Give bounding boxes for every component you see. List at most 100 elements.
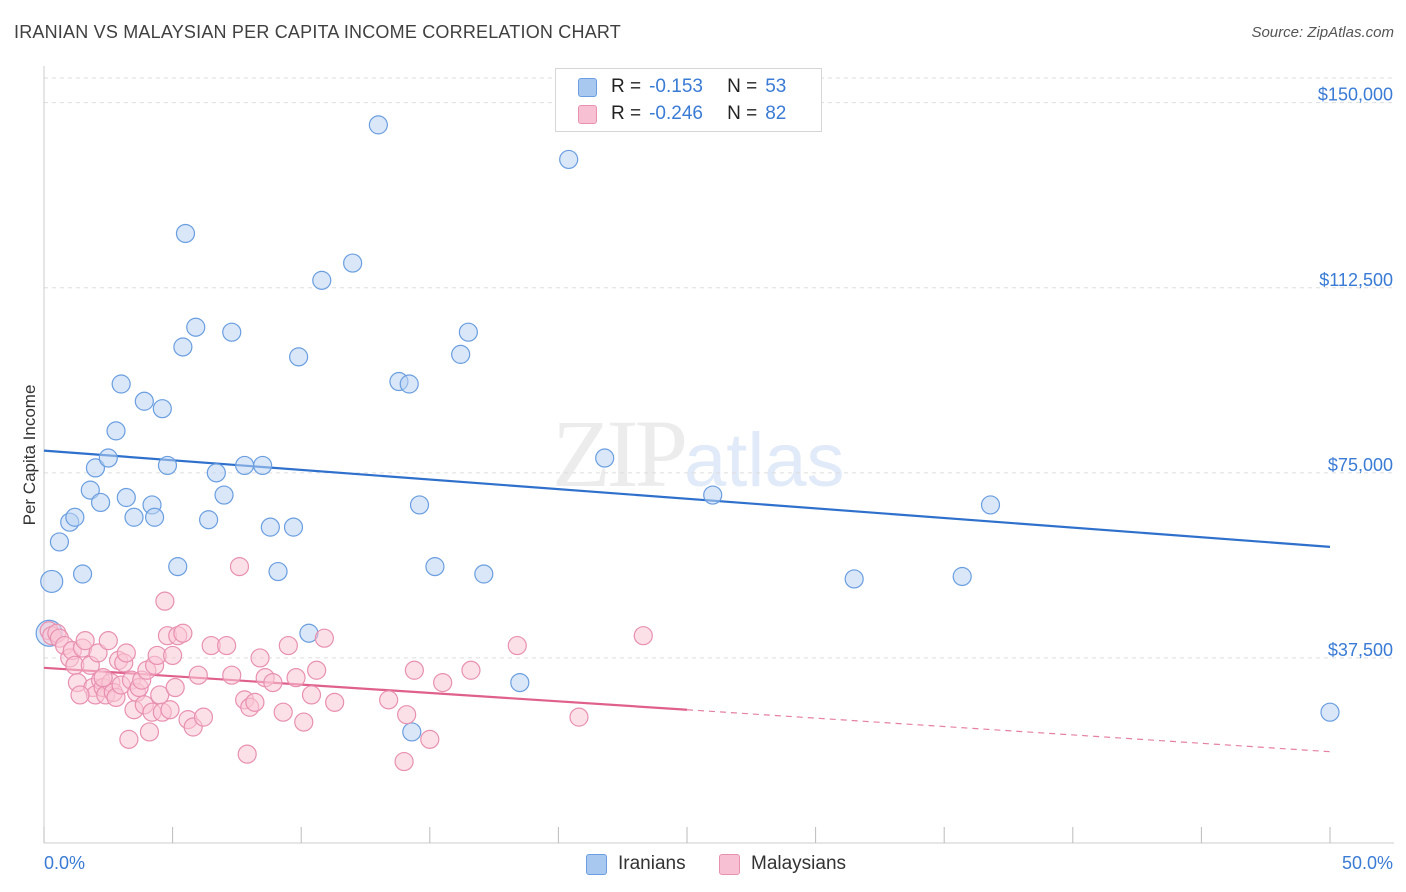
iranians-legend-label: Iranians — [618, 853, 686, 874]
iranians-point — [111, 374, 131, 394]
malaysians-point — [286, 668, 306, 688]
malaysians-point — [301, 685, 322, 705]
iranians-point — [451, 344, 471, 364]
iranians-point — [49, 532, 70, 552]
iranians-point — [268, 561, 288, 582]
x-tick-label-max: 50.0% — [1342, 853, 1393, 873]
y-tick-label: $37,500 — [1328, 640, 1393, 660]
legend-item-iranians: Iranians — [586, 852, 686, 876]
iranians-point — [253, 455, 273, 476]
malaysians-swatch — [578, 104, 597, 124]
iranians-point — [260, 517, 280, 537]
iranians-point — [214, 485, 234, 505]
iranians-point — [235, 455, 255, 476]
malaysians-point — [263, 672, 283, 693]
malaysians-point — [397, 705, 417, 725]
iranians-point — [559, 149, 579, 170]
trend-lines — [43, 449, 1331, 753]
iranians-point — [510, 672, 530, 693]
iranians-point — [186, 317, 206, 337]
malaysians-point — [222, 665, 242, 685]
malaysians-legend-label: Malaysians — [751, 853, 847, 874]
malaysians-point — [217, 635, 237, 656]
iranians-legend-swatch — [586, 853, 607, 875]
iranians-point — [98, 448, 118, 468]
chart-title: IRANIAN VS MALAYSIAN PER CAPITA INCOME C… — [14, 22, 621, 42]
r-label: R = — [611, 76, 642, 97]
iranians-point — [85, 458, 106, 478]
malaysians-point — [165, 677, 185, 698]
malaysians-point — [193, 707, 214, 727]
n-label: N = — [727, 76, 758, 97]
malaysians-point — [139, 722, 160, 742]
malaysians-point — [307, 660, 327, 680]
iranians-point — [409, 495, 430, 515]
r-value: -0.153 — [649, 76, 703, 97]
malaysians-point — [633, 626, 653, 646]
correlation-legend: R = -0.153 N = 53 R = -0.246 N = 82 — [555, 68, 822, 132]
iranians-point — [134, 391, 154, 411]
malaysians-point — [75, 631, 95, 651]
iranians-point — [343, 253, 363, 273]
iranians-point — [124, 507, 144, 527]
iranians-point — [157, 455, 178, 476]
y-tick-label: $75,000 — [1328, 455, 1393, 475]
malaysians-point — [245, 692, 265, 712]
malaysians-point — [404, 660, 424, 680]
iranians-point — [116, 487, 136, 508]
malaysians-legend-swatch — [719, 853, 740, 875]
source-credit: Source: ZipAtlas.com — [1251, 24, 1394, 41]
malaysians-point — [394, 751, 414, 772]
x-tick-label-min: 0.0% — [44, 853, 85, 873]
n-value: 53 — [765, 76, 787, 97]
r-value: -0.246 — [649, 103, 703, 124]
iranians-point — [65, 507, 85, 527]
iranians-point — [152, 399, 172, 419]
axes — [43, 66, 1394, 844]
malaysians-point — [155, 591, 175, 611]
malaysians-point — [160, 700, 180, 720]
iranians-point — [458, 322, 478, 342]
malaysians-point — [237, 744, 257, 764]
iranians-point — [474, 564, 494, 584]
malaysians-point — [119, 729, 139, 749]
malaysians-point — [173, 623, 193, 643]
malaysians-point — [420, 729, 440, 749]
malaysians-point — [461, 660, 481, 680]
legend-item-malaysians: Malaysians — [719, 852, 846, 876]
iranians-point — [425, 557, 445, 577]
r-label: R = — [611, 103, 642, 124]
malaysians-point — [325, 692, 345, 712]
malaysians-point — [250, 648, 270, 668]
malaysians-point — [188, 665, 208, 685]
legend-row-malaysians: R = -0.246 N = 82 — [578, 102, 786, 126]
malaysians-point — [98, 631, 118, 651]
malaysians-point — [569, 707, 589, 727]
malaysians-point — [93, 668, 113, 688]
iranians-point — [368, 115, 388, 135]
malaysians-point — [278, 635, 298, 656]
iranians-point — [402, 722, 422, 742]
iranians-point — [844, 569, 864, 589]
legend-row-iranians: R = -0.153 N = 53 — [578, 75, 786, 99]
iranians-point — [90, 492, 111, 513]
malaysians-trend-extension — [686, 709, 1331, 753]
axis-labels: $37,500 $75,000 $112,500 $150,000 0.0% 50.0% P… — [20, 85, 1393, 873]
iranians-point — [173, 337, 193, 357]
n-value: 82 — [765, 103, 787, 124]
y-axis-label: Per Capita Income — [20, 385, 39, 526]
iranians-point — [595, 448, 615, 468]
malaysians-point — [379, 690, 399, 710]
iranians-point — [80, 480, 100, 500]
malaysians-point — [163, 645, 183, 666]
iranians-point — [283, 517, 304, 537]
n-label: N = — [727, 103, 758, 124]
iranians-point — [1320, 702, 1340, 722]
iranians-point — [106, 421, 126, 441]
malaysians-point — [70, 685, 90, 705]
iranians-point — [168, 557, 188, 577]
iranians-point — [980, 495, 1001, 515]
iranians-point — [40, 569, 64, 594]
iranians-point — [289, 347, 309, 367]
malaysians-point — [294, 712, 314, 732]
